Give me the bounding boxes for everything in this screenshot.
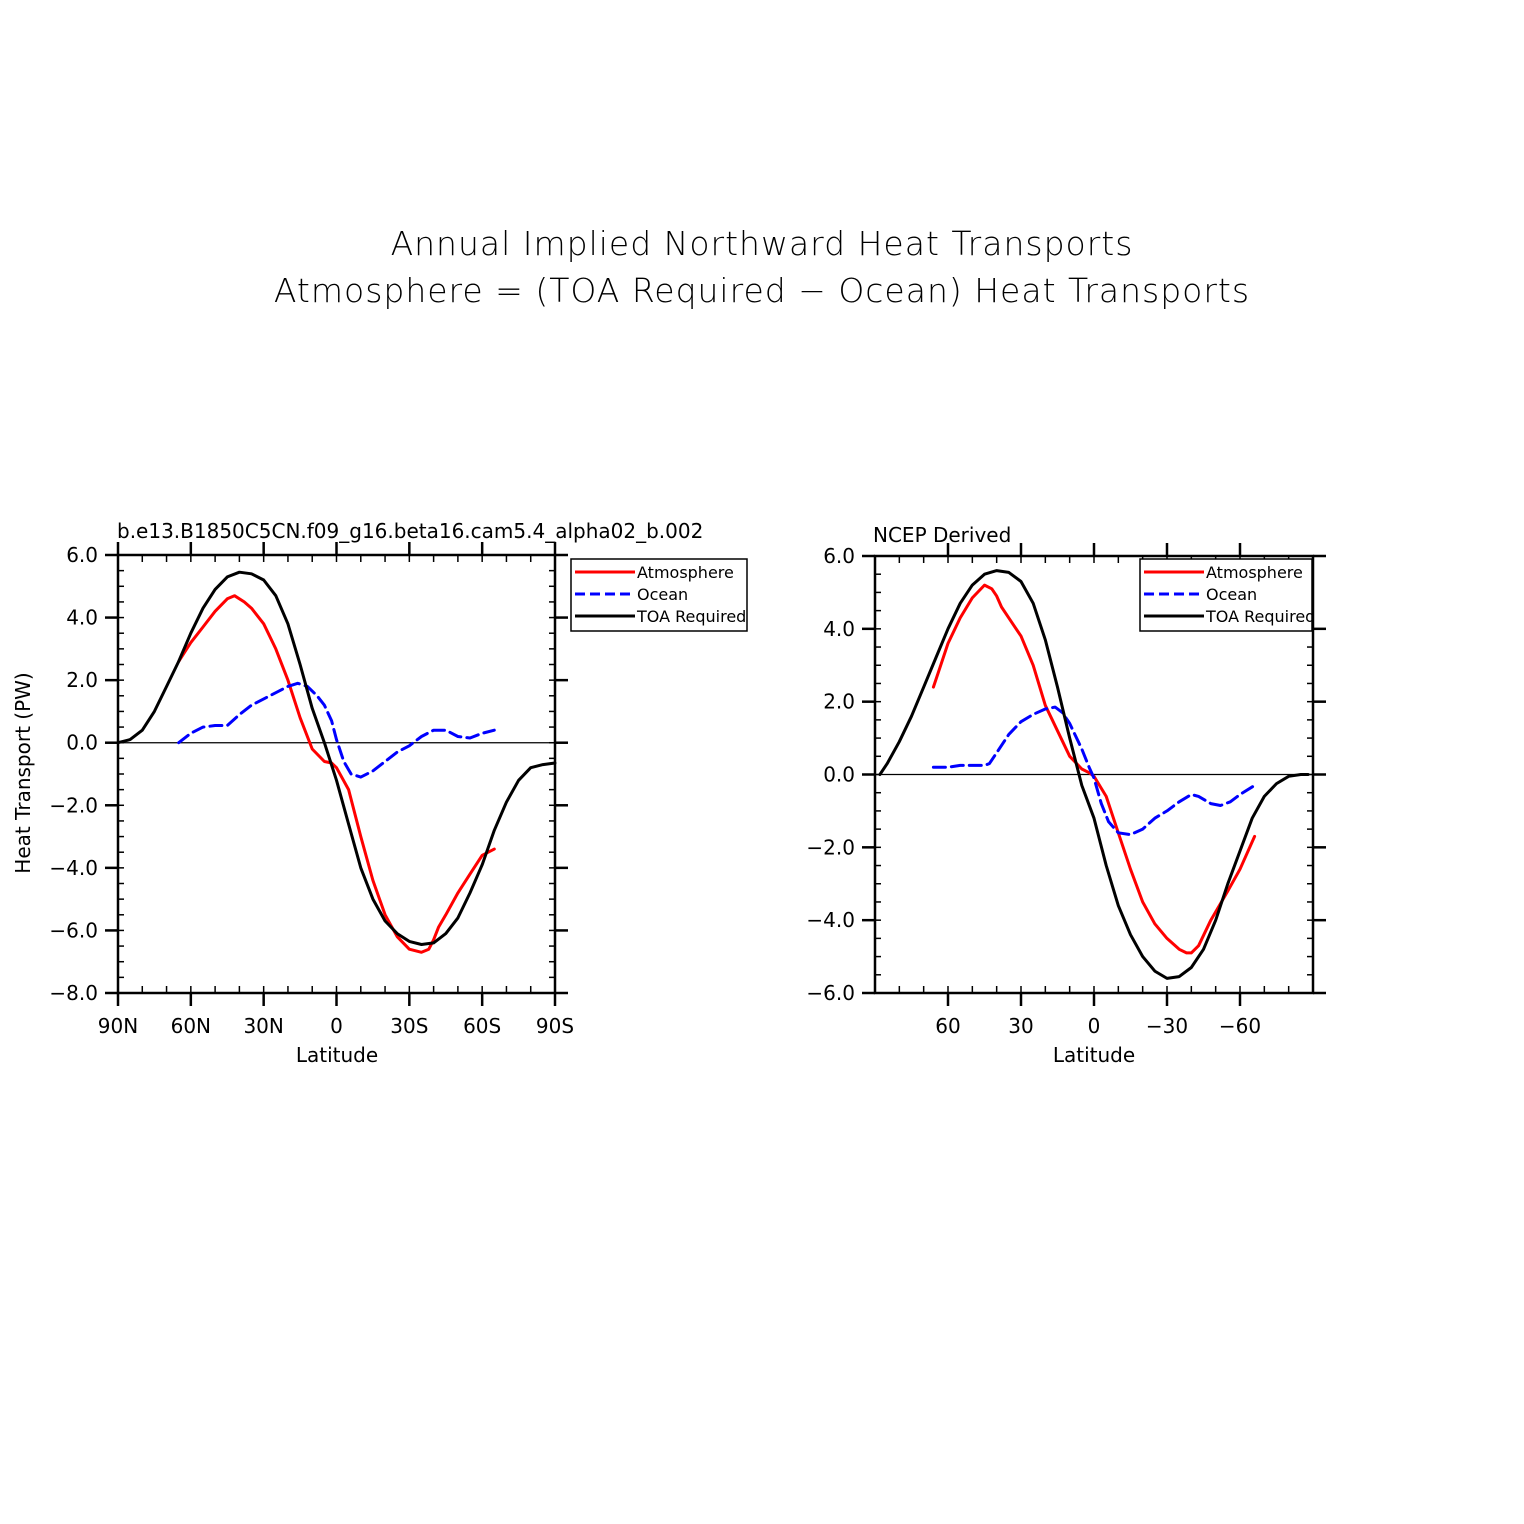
x-tick-label: 60 [935, 1014, 960, 1038]
legend-label: TOA Required [636, 607, 746, 626]
x-tick-label: −30 [1146, 1014, 1188, 1038]
chart-title: NCEP Derived [873, 523, 1011, 547]
x-axis-label: Latitude [1053, 1043, 1135, 1067]
x-tick-label: 90S [536, 1014, 574, 1038]
x-tick-label: 30N [243, 1014, 283, 1038]
legend: Atmosphere Ocean TOA Required [570, 558, 748, 632]
plot-frame [873, 554, 1315, 995]
y-tick-label: −2.0 [806, 835, 855, 859]
y-tick-label: 2.0 [66, 668, 98, 692]
x-tick-label: 60N [171, 1014, 211, 1038]
series-line-ocean [931, 705, 1257, 837]
chart-plot-area: 90N 60N 30N 0 30S 60S 90S 6.0 4.0 2.0 0.0 −2.0 −4.0 −… [49, 542, 748, 1038]
y-axis-label: Heat Transport (PW) [11, 672, 35, 873]
x-tick-label: 90N [98, 1014, 138, 1038]
x-tick-label: 0 [330, 1014, 343, 1038]
x-tick-label: 60S [463, 1014, 501, 1038]
y-tick-label: −4.0 [806, 908, 855, 932]
series-line-toa-required [878, 569, 1310, 980]
figure-title-line-2: Atmosphere = (TOA Required − Ocean) Heat… [273, 271, 1251, 310]
x-tick-label: 30S [390, 1014, 428, 1038]
figure-title-line-1: Annual Implied Northward Heat Transports [390, 224, 1134, 263]
legend-label: Ocean [637, 585, 688, 604]
x-tick-label: 30 [1008, 1014, 1033, 1038]
y-tick-label: −6.0 [49, 918, 98, 942]
y-tick-label: 0.0 [66, 731, 98, 755]
x-tick-label: 0 [1088, 1014, 1101, 1038]
series-line-atmosphere [931, 583, 1257, 955]
y-tick-label: 0.0 [823, 763, 855, 787]
y-tick-label: 6.0 [823, 544, 855, 568]
legend-label: Atmosphere [1206, 563, 1303, 582]
y-tick-label: −2.0 [49, 793, 98, 817]
legend-label: Atmosphere [637, 563, 734, 582]
legend-label: Ocean [1206, 585, 1257, 604]
y-tick-label: 4.0 [66, 606, 98, 630]
legend-label: TOA Required [1205, 607, 1315, 626]
y-tick-label: −8.0 [49, 981, 98, 1005]
y-tick-label: 4.0 [823, 617, 855, 641]
x-tick-label: −60 [1219, 1014, 1261, 1038]
series-line-toa-required [116, 570, 557, 946]
chart-title: b.e13.B1850C5CN.f09_g16.beta16.cam5.4_al… [117, 519, 703, 543]
series-line-ocean [177, 681, 496, 779]
y-tick-label: 6.0 [66, 543, 98, 567]
y-tick-label: 2.0 [823, 690, 855, 714]
series-line-atmosphere [177, 594, 496, 954]
y-tick-label: −6.0 [806, 981, 855, 1005]
chart-plot-area: 60 30 0 −30 −60 6.0 4.0 2.0 0.0 −2.0 −4.0 −6.0 Atmos… [806, 543, 1326, 1038]
plot-frame [116, 553, 557, 995]
x-axis-label: Latitude [296, 1043, 378, 1067]
legend: Atmosphere Ocean TOA Required [1139, 558, 1315, 632]
y-tick-label: −4.0 [49, 856, 98, 880]
